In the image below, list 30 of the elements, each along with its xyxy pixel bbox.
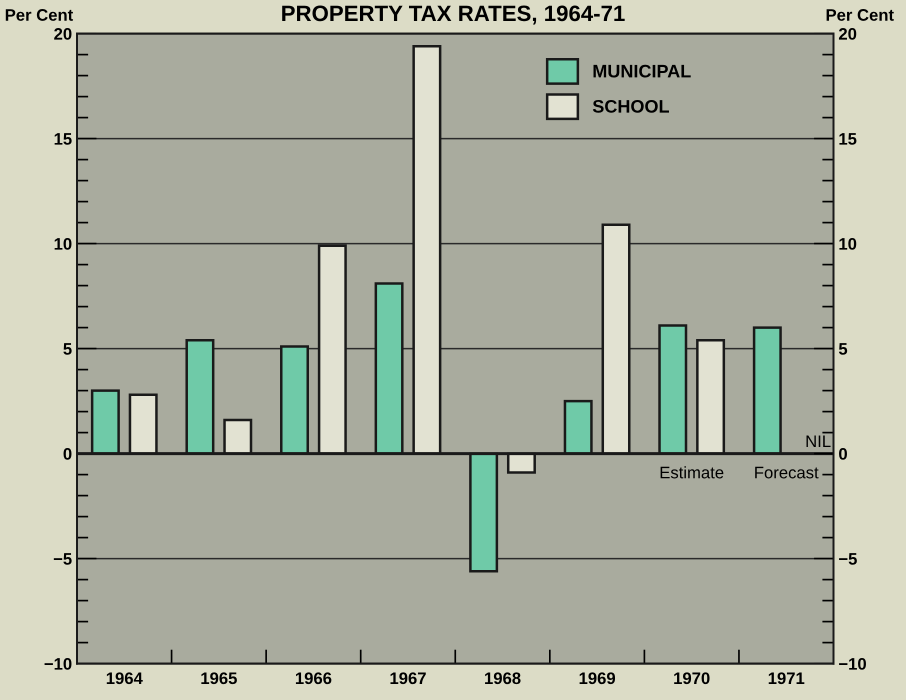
- legend-label: MUNICIPAL: [594, 64, 691, 78]
- x-tick-label: 1967: [390, 672, 426, 684]
- y2-tick-label: 15: [839, 133, 856, 145]
- annotation: NIL: [806, 436, 831, 447]
- x-tick-label: 1964: [106, 672, 143, 684]
- y2-tick-label: 20: [838, 28, 856, 40]
- annotation: Forecast: [755, 466, 819, 478]
- x-tick-label: 1966: [296, 672, 332, 684]
- chart-title: PROPERTY TAX RATES, 1964-71: [282, 5, 625, 24]
- y-tick-label: 0: [64, 448, 72, 460]
- x-tick-label: 1970: [674, 672, 710, 684]
- y2-tick-label: −10: [839, 658, 866, 670]
- x-tick-label: 1969: [580, 672, 616, 684]
- y2-tick-label: 5: [838, 343, 848, 355]
- y2-tick-label: −5: [839, 553, 857, 565]
- y2-axis-title: Per Cent: [826, 9, 894, 21]
- y-tick-label: −5: [54, 553, 72, 565]
- y-tick-label: 15: [54, 133, 72, 145]
- y-tick-label: 5: [63, 343, 72, 355]
- y-tick-label: 20: [54, 28, 72, 40]
- annotation: Estimate: [660, 466, 724, 478]
- x-tick-label: 1971: [768, 672, 804, 684]
- legend-label: SCHOOL: [592, 100, 669, 113]
- y2-tick-label: 0: [839, 448, 847, 460]
- x-tick-label: 1968: [485, 672, 521, 684]
- y-axis-title: Per Cent: [6, 9, 74, 21]
- y2-tick-label: 10: [839, 238, 856, 250]
- y-tick-label: −10: [44, 658, 72, 670]
- x-tick-label: 1965: [201, 672, 237, 684]
- y-tick-label: 10: [54, 238, 72, 250]
